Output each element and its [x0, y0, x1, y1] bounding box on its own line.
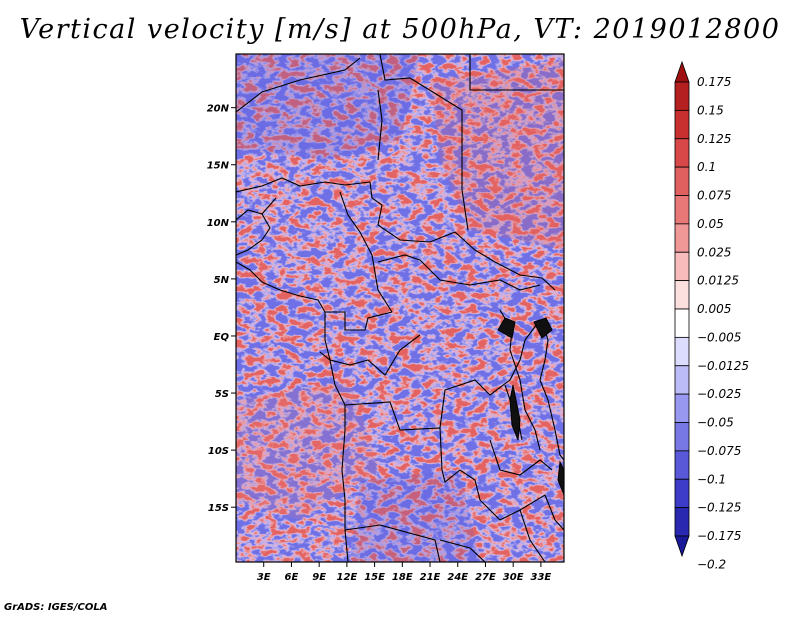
colorbar-swatch — [674, 478, 690, 509]
colorbar-label: 0.125 — [697, 132, 731, 146]
colorbar-label: −0.005 — [697, 330, 741, 344]
colorbar-label: 0.1 — [697, 160, 716, 174]
map-frame — [235, 53, 565, 563]
longitude-axis: 3E 6E 9E 12E 15E 18E 21E 24E 27E 30E 33E — [257, 562, 552, 583]
colorbar-swatch — [674, 60, 690, 83]
lon-tick-label: 30E — [503, 572, 524, 583]
colorbar-label: −0.0125 — [697, 359, 749, 373]
lon-tick-label: 27E — [475, 572, 496, 583]
colorbar-label: −0.125 — [697, 501, 741, 515]
colorbar-swatch — [674, 109, 690, 140]
lat-tick-label: 10S — [208, 446, 229, 457]
colorbar-label: 0.175 — [697, 75, 731, 89]
colorbar-swatch — [674, 81, 690, 111]
lon-tick-label: 18E — [392, 572, 413, 583]
colorbar-swatch — [674, 365, 690, 395]
colorbar-swatch — [674, 280, 690, 310]
lat-tick-label: 20N — [207, 104, 230, 115]
colorbar-label: −0.025 — [697, 387, 741, 401]
colorbar-label: 0.05 — [697, 217, 724, 231]
lon-tick-label: 12E — [336, 572, 357, 583]
lat-tick-label: EQ — [214, 332, 230, 343]
colorbar-swatch — [674, 195, 690, 225]
colorbar-swatch — [674, 507, 690, 537]
colorbar-label: 0.15 — [697, 103, 724, 117]
colorbar-swatch — [674, 450, 690, 480]
lat-tick-label: 15N — [207, 161, 230, 172]
colorbar-swatch — [674, 138, 690, 168]
lon-tick-label: 15E — [364, 572, 385, 583]
colorbar-swatch — [674, 223, 690, 253]
lat-tick-label: 10N — [207, 218, 230, 229]
lon-tick-label: 21E — [420, 572, 441, 583]
lon-tick-label: 3E — [257, 572, 271, 583]
lon-tick-label: 6E — [285, 572, 299, 583]
colorbar-label: −0.1 — [697, 472, 726, 486]
colorbar-swatch — [674, 166, 690, 196]
colorbar-label: −0.05 — [697, 416, 734, 430]
colorbar-swatch — [674, 535, 690, 558]
colorbar-swatch — [674, 336, 690, 367]
grads-footer: GrADS: IGES/COLA — [4, 602, 108, 613]
lat-tick-label: 5N — [214, 275, 230, 286]
colorbar-label: 0.005 — [697, 302, 731, 316]
lon-tick-label: 24E — [447, 572, 468, 583]
map-title: Vertical velocity [m/s] at 500hPa, VT: 2… — [19, 14, 781, 45]
colorbar-swatch — [674, 308, 690, 338]
colorbar-label: −0.075 — [697, 444, 741, 458]
lat-tick-label: 5S — [215, 389, 229, 400]
colorbar-swatch — [674, 393, 690, 423]
lakes — [497, 317, 564, 496]
lon-tick-label: 33E — [531, 572, 552, 583]
colorbar-label: 0.075 — [697, 189, 731, 203]
latitude-axis: 20N 15N 10N 5N EQ 5S 10S 15S — [207, 104, 236, 514]
colorbar-swatch — [674, 251, 690, 282]
colorbar-label: 0.025 — [697, 245, 731, 259]
colorbar-label: −0.175 — [697, 529, 741, 543]
country-borders — [236, 54, 564, 562]
colorbar-swatch — [674, 422, 690, 452]
colorbar-label: 0.0125 — [697, 274, 739, 288]
lon-tick-label: 9E — [312, 572, 326, 583]
lat-tick-label: 15S — [208, 503, 229, 514]
colorbar-label: −0.2 — [697, 557, 726, 571]
